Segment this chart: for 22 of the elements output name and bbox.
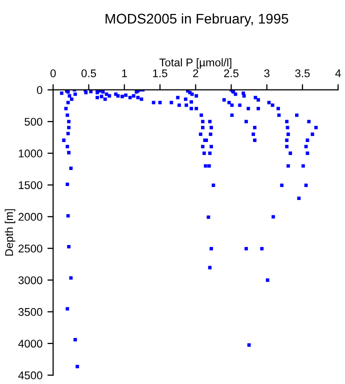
y-tick-label: 3500	[18, 308, 42, 316]
y-tick-label: 500	[24, 118, 42, 126]
y-tick-label: 4000	[18, 340, 42, 348]
y-tick-label: 1000	[18, 150, 42, 158]
y-tick-label: 1500	[18, 181, 42, 190]
y-tick-label: 2500	[18, 244, 42, 252]
y-axis-title: Depth [m]	[4, 209, 16, 256]
x-tick-label: 1.5	[153, 69, 168, 78]
x-axis-title: Total P [µmol/l]	[159, 58, 232, 69]
chart-title: MODS2005 in February, 1995	[106, 13, 288, 26]
x-tick-label: 2	[193, 69, 198, 78]
x-tick-label: 0	[50, 69, 56, 78]
y-tick-label: 0	[36, 86, 42, 94]
y-tick-label: 2000	[18, 212, 42, 221]
x-tick-label: 1	[122, 69, 127, 78]
x-tick-label: 4	[335, 69, 341, 78]
x-tick-label: 0.5	[81, 69, 96, 78]
y-tick-label: 4500	[18, 371, 42, 380]
x-tick-label: 3	[264, 69, 270, 78]
y-tick-label: 3000	[18, 276, 42, 284]
x-tick-label: 3.5	[295, 69, 310, 78]
x-tick-label: 2.5	[224, 69, 238, 78]
